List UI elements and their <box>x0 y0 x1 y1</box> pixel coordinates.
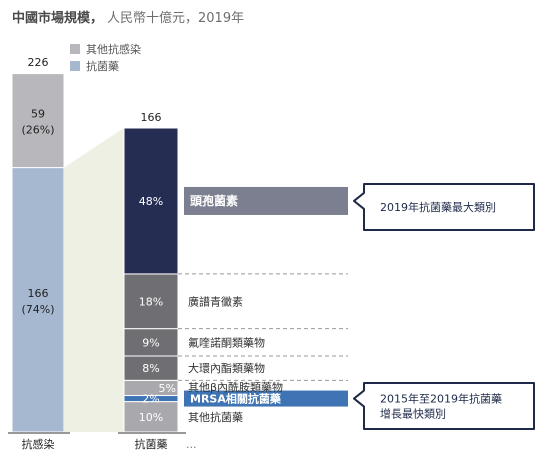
right-segment-pct-1: 2% <box>142 393 159 406</box>
right-segment-pct-4: 9% <box>142 336 159 349</box>
left-bar-segment-1 <box>11 73 65 169</box>
right-bar-segment-5 <box>123 273 179 330</box>
chart-title: 中國市場規模， 人民幣十億元，2019年 <box>12 10 244 26</box>
left-segment-value-0: 166 <box>28 287 49 300</box>
right-segment-pct-6: 48% <box>139 195 163 208</box>
right-bar-total: 166 <box>141 111 162 124</box>
chart-subtitle: 人民幣十億元，2019年 <box>107 10 244 26</box>
left-segment-pct-1: (26%) <box>21 124 54 137</box>
category-band-1 <box>184 390 348 407</box>
connector-shape <box>64 128 124 432</box>
category-label-6: 頭孢菌素 <box>190 193 238 208</box>
chart-title-main: 中國市場規模， <box>12 10 103 26</box>
right-bar-segment-4 <box>123 328 179 357</box>
callout-box-1 <box>353 382 535 430</box>
category-band-0 <box>184 186 348 215</box>
right-bar-more: ... <box>186 438 197 451</box>
legend-label-1: 抗菌藥 <box>86 59 119 73</box>
legend-swatch-0 <box>70 44 80 54</box>
right-segment-pct-3: 8% <box>142 362 159 375</box>
callout-text-1-0: 2015年至2019年抗菌藥 <box>380 392 502 406</box>
left-bar-segment-0 <box>11 167 65 433</box>
right-segment-pct-0: 10% <box>139 411 163 424</box>
left-bar-label: 抗感染 <box>22 437 55 451</box>
callout-text-0-0: 2019年抗菌藥最大類別 <box>380 200 496 214</box>
left-bar-total: 226 <box>28 56 49 69</box>
callout-box-0 <box>353 183 535 231</box>
callout-text-1-1: 增長最快類別 <box>380 407 446 421</box>
category-label-5: 廣譜青黴素 <box>188 294 243 308</box>
category-label-4: 氟喹諾酮類藥物 <box>188 335 265 349</box>
right-bar-label: 抗菌藥 <box>135 437 168 451</box>
right-segment-pct-5: 18% <box>139 295 163 308</box>
legend-label-0: 其他抗感染 <box>86 42 141 56</box>
right-bar-segment-3 <box>123 355 179 381</box>
category-label-0: 其他抗菌藥 <box>188 410 243 424</box>
category-label-3: 大環內酯類藥物 <box>188 361 265 375</box>
right-bar-segment-6 <box>123 127 179 275</box>
right-segment-pct-2: 5% <box>159 382 176 395</box>
left-segment-value-1: 59 <box>31 108 45 121</box>
category-label-1: MRSA相關抗菌藥 <box>190 392 282 406</box>
left-segment-pct-0: (74%) <box>21 303 54 316</box>
legend-swatch-1 <box>70 61 80 71</box>
category-label-2: 其他β內酰胺類藥物 <box>188 380 283 394</box>
